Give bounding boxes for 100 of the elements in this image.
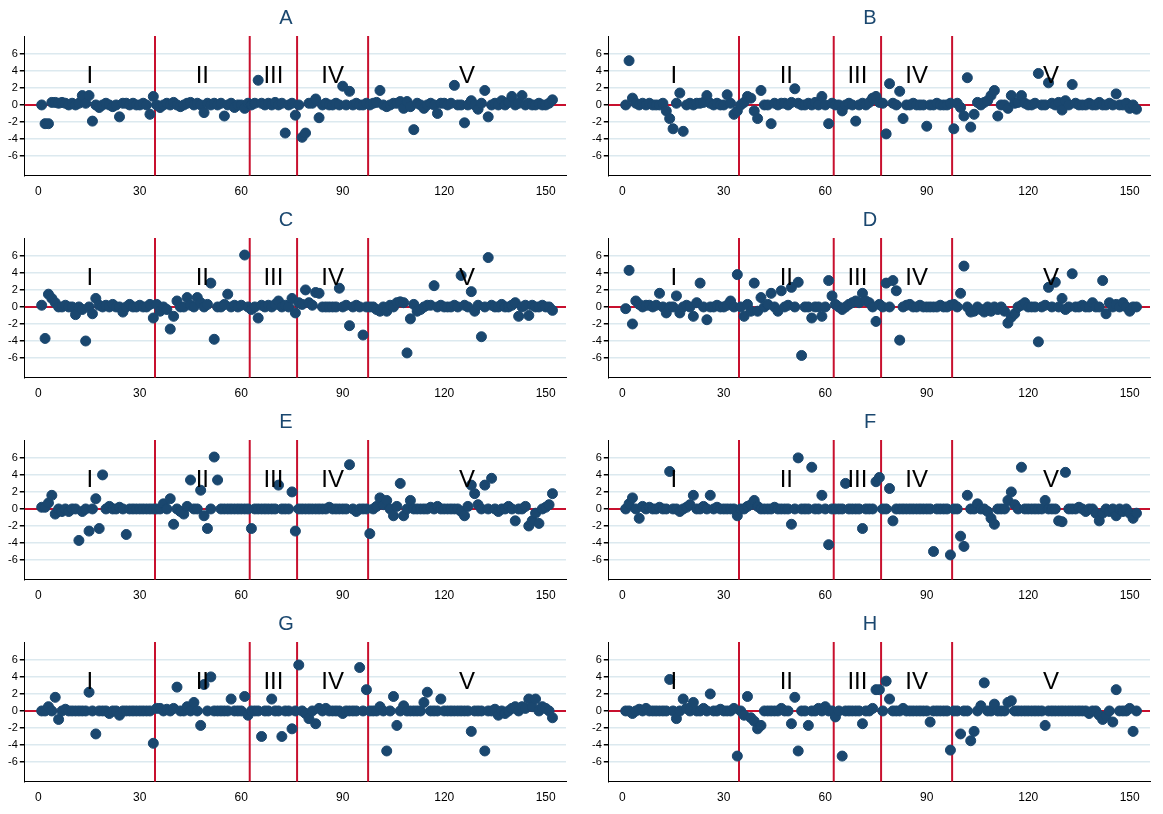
annotation: I xyxy=(86,263,94,291)
x-tick-label: 60 xyxy=(234,386,249,401)
y-tick-label: 2 xyxy=(595,484,602,497)
y-tick-label: -4 xyxy=(592,334,602,347)
y-tick-label: -4 xyxy=(8,334,18,347)
annotation: V xyxy=(1043,667,1060,695)
y-tick-label: -2 xyxy=(592,721,602,733)
x-tick-label: 120 xyxy=(1018,790,1039,805)
annotation: V xyxy=(459,61,476,89)
annotation: II xyxy=(779,61,794,89)
x-tick-label: 0 xyxy=(618,184,626,199)
y-tick-label: 2 xyxy=(595,80,602,93)
annotation: I xyxy=(670,465,678,493)
annotation: I xyxy=(670,263,678,291)
annotation: V xyxy=(459,465,476,493)
x-tick-label: 150 xyxy=(535,588,557,603)
y-tick-label: 2 xyxy=(595,282,602,295)
y-tick-label: -4 xyxy=(592,132,602,145)
x-tick-label: 120 xyxy=(1018,184,1039,199)
annotation: II xyxy=(195,263,210,291)
x-tick-label: 90 xyxy=(336,184,350,199)
y-tick-label: 4 xyxy=(11,265,18,278)
annotation: III xyxy=(263,263,284,291)
x-tick-label: 150 xyxy=(1119,588,1141,603)
y-tick-label: -6 xyxy=(592,351,602,364)
x-tick-label: 90 xyxy=(920,386,934,401)
annotation: III xyxy=(847,61,868,89)
y-tick-label: 6 xyxy=(595,450,602,463)
x-tick-label: 150 xyxy=(535,184,557,199)
x-tick-label: 60 xyxy=(818,184,833,199)
y-tick-label: 4 xyxy=(11,63,18,76)
y-tick-label: 0 xyxy=(595,703,602,716)
y-tick-label: -2 xyxy=(8,115,18,127)
x-tick-label: 30 xyxy=(717,386,731,401)
x-tick-label: 60 xyxy=(818,386,833,401)
y-tick-label: 6 xyxy=(595,248,602,261)
chart-title: H xyxy=(862,611,878,634)
y-tick-label: 0 xyxy=(595,501,602,514)
x-tick-label: 30 xyxy=(133,790,147,805)
y-tick-label: -6 xyxy=(8,351,18,364)
annotation: III xyxy=(263,465,284,493)
y-tick-label: -6 xyxy=(592,553,602,566)
x-tick-label: 120 xyxy=(1018,588,1039,603)
y-tick-label: -2 xyxy=(592,519,602,531)
x-tick-label: 0 xyxy=(618,790,626,805)
y-tick-label: -4 xyxy=(592,536,602,549)
annotation: III xyxy=(263,61,284,89)
y-tick-label: 0 xyxy=(595,97,602,110)
x-tick-label: 90 xyxy=(336,790,350,805)
annotation: I xyxy=(86,61,94,89)
x-tick-label: 120 xyxy=(1018,386,1039,401)
annotation: IV xyxy=(321,465,344,493)
x-tick-label: 90 xyxy=(920,790,934,805)
x-tick-label: 90 xyxy=(920,588,934,603)
annotation: V xyxy=(459,667,476,695)
y-tick-label: -4 xyxy=(8,536,18,549)
y-tick-label: 0 xyxy=(11,299,18,312)
y-tick-label: 0 xyxy=(595,299,602,312)
x-tick-label: 120 xyxy=(434,790,455,805)
annotation: IV xyxy=(321,263,344,291)
y-tick-label: -6 xyxy=(8,553,18,566)
y-tick-label: 6 xyxy=(11,652,18,665)
x-tick-label: 120 xyxy=(434,588,455,603)
annotation: I xyxy=(670,667,678,695)
y-tick-label: 2 xyxy=(11,686,18,699)
y-tick-label: 4 xyxy=(595,467,602,480)
y-tick-label: -2 xyxy=(8,519,18,531)
annotation: IV xyxy=(905,465,928,493)
y-tick-label: 6 xyxy=(595,46,602,59)
annotation: V xyxy=(1043,465,1060,493)
x-tick-label: 150 xyxy=(1119,790,1141,805)
annotation: V xyxy=(459,263,476,291)
x-tick-label: 0 xyxy=(618,588,626,603)
y-tick-label: -2 xyxy=(8,721,18,733)
y-tick-label: -6 xyxy=(8,149,18,162)
y-tick-label: -4 xyxy=(8,738,18,751)
annotation: I xyxy=(86,667,94,695)
y-tick-label: -2 xyxy=(8,317,18,329)
x-tick-label: 150 xyxy=(1119,184,1141,199)
annotation: IV xyxy=(905,263,928,291)
chart-title: C xyxy=(278,207,294,230)
annotation: II xyxy=(779,263,794,291)
annotation: II xyxy=(195,465,210,493)
x-tick-label: 90 xyxy=(920,184,934,199)
x-tick-label: 150 xyxy=(1119,386,1141,401)
annotation: III xyxy=(847,667,868,695)
x-tick-label: 30 xyxy=(717,790,731,805)
annotation: III xyxy=(847,263,868,291)
x-tick-label: 30 xyxy=(133,386,147,401)
y-tick-label: 6 xyxy=(595,652,602,665)
y-tick-label: 0 xyxy=(11,97,18,110)
y-tick-label: 2 xyxy=(11,484,18,497)
y-tick-label: 0 xyxy=(11,501,18,514)
y-tick-label: -2 xyxy=(592,317,602,329)
y-tick-label: 4 xyxy=(595,265,602,278)
annotation: IV xyxy=(905,61,928,89)
annotation: IV xyxy=(905,667,928,695)
x-tick-label: 30 xyxy=(717,588,731,603)
annotation: II xyxy=(779,667,794,695)
y-tick-label: -6 xyxy=(592,149,602,162)
